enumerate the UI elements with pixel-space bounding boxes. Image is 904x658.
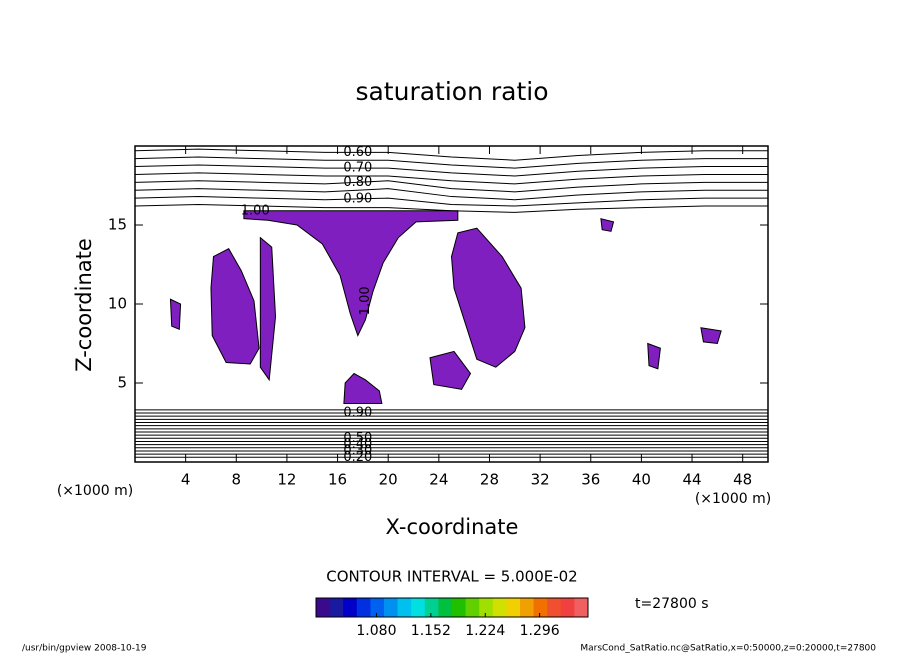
colorbar-segment [438, 598, 453, 617]
colorbar-tick-label: 1.152 [411, 623, 451, 639]
colorbar-segment [520, 598, 535, 617]
footer-left: /usr/bin/gpview 2008-10-19 [22, 644, 147, 654]
colorbar-segment [370, 598, 385, 617]
x-tick-label: 36 [581, 471, 600, 489]
x-axis-label: X-coordinate [386, 515, 519, 539]
colorbar-segment [492, 598, 507, 617]
y-tick-label: 10 [108, 295, 127, 313]
colorbar-segment [397, 598, 412, 617]
contour-line [134, 172, 768, 185]
shaded-region [450, 227, 526, 368]
colorbar-segment [574, 598, 589, 617]
colorbar-segment [343, 598, 358, 617]
shaded-region [429, 350, 472, 390]
contour-line [134, 164, 768, 177]
x-tick-label: 32 [531, 471, 550, 489]
contour-line [134, 148, 768, 161]
y-axis-label: Z-coordinate [72, 238, 96, 372]
contour-label: 0.60 [343, 145, 372, 160]
contour-label: 0.50 [343, 431, 372, 446]
contour-label: 0.30 [343, 443, 372, 458]
time-label: t=27800 s [635, 596, 709, 612]
contour-label: 0.80 [343, 175, 372, 190]
colorbar-tick-label: 1.224 [465, 623, 505, 639]
contour-line [134, 156, 768, 169]
x-axis-unit: (×1000 m) [695, 491, 771, 507]
colorbar-segment [411, 598, 426, 617]
contour-line [134, 188, 768, 201]
y-tick-label: 15 [108, 216, 127, 234]
shaded-region [343, 372, 383, 405]
colorbar-segment [356, 598, 371, 617]
shaded-region [210, 248, 260, 365]
x-tick-label: 12 [277, 471, 296, 489]
colorbar-frame [315, 597, 589, 618]
contour-label: 1.00 [241, 203, 270, 218]
contour-label: 0.90 [343, 191, 372, 206]
x-tick-label: 40 [632, 471, 651, 489]
shaded-region [243, 210, 459, 337]
colorbar-segment [424, 598, 439, 617]
colorbar-segment [506, 598, 521, 617]
colorbar-segment [560, 598, 575, 617]
chart-title: saturation ratio [355, 77, 548, 106]
x-tick-label: 16 [328, 471, 347, 489]
shaded-region [259, 236, 277, 382]
footer-right: MarsCond_SatRatio.nc@SatRatio,x=0:50000,… [580, 644, 876, 654]
contour-interval: CONTOUR INTERVAL = 5.000E-02 [326, 568, 577, 586]
y-tick-label: 5 [117, 374, 127, 392]
colorbar-segment [329, 598, 344, 617]
contour-label: 0.90 [343, 406, 372, 421]
contour-label: 0.70 [343, 161, 372, 176]
contour-line [134, 203, 768, 213]
shaded-region [169, 298, 182, 331]
contour-label: 1.00 [358, 286, 373, 315]
shaded-region [600, 218, 615, 232]
colorbar-segment [452, 598, 467, 617]
y-axis-unit: (×1000 m) [57, 483, 133, 499]
colorbar-segment [479, 598, 494, 617]
contour-line [134, 196, 768, 207]
shaded-region [700, 327, 722, 345]
contour-label: 0.20 [343, 450, 372, 465]
x-tick-label: 20 [379, 471, 398, 489]
contour-line [134, 180, 768, 193]
contour-label: 0.40 [343, 437, 372, 452]
x-tick-label: 24 [429, 471, 448, 489]
colorbar-segment [316, 598, 331, 617]
colorbar-segment [465, 598, 480, 617]
colorbar-segment [533, 598, 548, 617]
x-tick-label: 4 [181, 471, 191, 489]
shaded-region [647, 342, 661, 370]
colorbar-segment [547, 598, 562, 617]
colorbar-segment [384, 598, 399, 617]
x-tick-label: 48 [733, 471, 752, 489]
colorbar-tick-label: 1.080 [356, 623, 396, 639]
x-tick-label: 28 [480, 471, 499, 489]
x-tick-label: 44 [682, 471, 701, 489]
x-tick-label: 8 [232, 471, 242, 489]
colorbar-tick-label: 1.296 [520, 623, 560, 639]
